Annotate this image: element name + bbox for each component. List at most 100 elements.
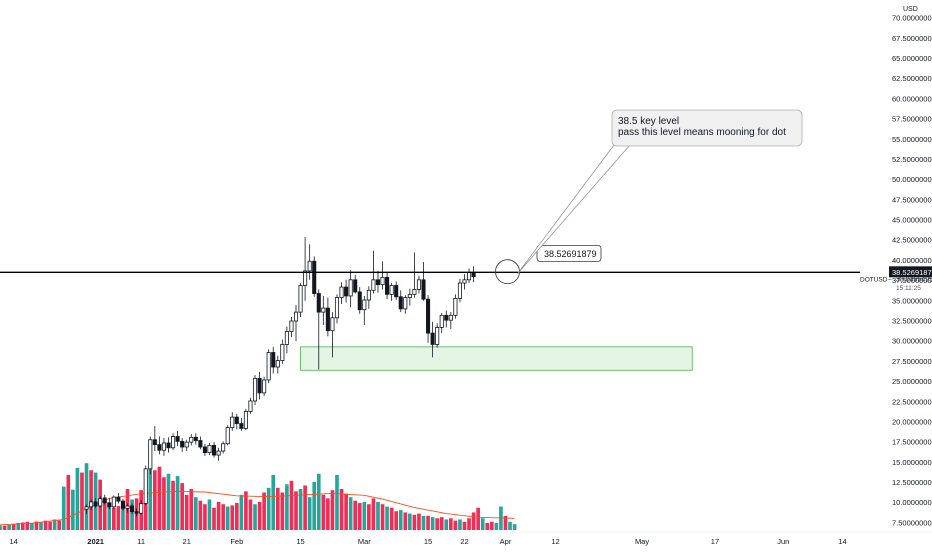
- candle[interactable]: [430, 321, 435, 358]
- candle[interactable]: [453, 294, 458, 319]
- candle[interactable]: [462, 274, 467, 290]
- candle[interactable]: [111, 495, 116, 510]
- candle[interactable]: [198, 436, 203, 450]
- candle[interactable]: [234, 413, 239, 430]
- candle[interactable]: [426, 295, 431, 343]
- candle[interactable]: [239, 417, 244, 431]
- candle[interactable]: [171, 433, 176, 451]
- candle[interactable]: [84, 504, 89, 515]
- candle[interactable]: [289, 316, 294, 338]
- candle[interactable]: [243, 409, 248, 431]
- candle[interactable]: [303, 237, 308, 301]
- candle[interactable]: [412, 252, 417, 298]
- candle[interactable]: [307, 244, 312, 280]
- candle[interactable]: [280, 339, 285, 364]
- candle[interactable]: [416, 275, 421, 294]
- key-level-price-label[interactable]: 38.52691879: [536, 244, 602, 262]
- candle[interactable]: [339, 282, 344, 305]
- candle[interactable]: [262, 376, 267, 397]
- candle[interactable]: [175, 430, 180, 447]
- time-tick-label: 15: [296, 537, 304, 546]
- candle[interactable]: [216, 447, 221, 461]
- candle[interactable]: [230, 412, 235, 431]
- candle[interactable]: [248, 397, 253, 414]
- candle[interactable]: [271, 346, 276, 374]
- candle[interactable]: [435, 323, 440, 348]
- candle[interactable]: [394, 281, 399, 300]
- candle[interactable]: [257, 371, 262, 400]
- volume-bar: [130, 499, 134, 530]
- candle[interactable]: [407, 288, 412, 306]
- candle[interactable]: [193, 433, 198, 445]
- candle[interactable]: [362, 295, 367, 326]
- candle[interactable]: [444, 310, 449, 328]
- candle[interactable]: [330, 312, 335, 358]
- candle[interactable]: [389, 283, 394, 301]
- candle[interactable]: [344, 279, 349, 303]
- candle[interactable]: [357, 287, 362, 314]
- candle[interactable]: [143, 465, 148, 506]
- candle[interactable]: [252, 375, 258, 405]
- candle[interactable]: [448, 312, 453, 330]
- candle[interactable]: [98, 496, 103, 508]
- volume-bar: [2, 525, 7, 530]
- demand-zone[interactable]: [300, 346, 693, 371]
- candle[interactable]: [225, 425, 230, 446]
- candle[interactable]: [266, 349, 271, 384]
- candle[interactable]: [275, 355, 280, 374]
- volume-bar: [285, 484, 289, 530]
- candle[interactable]: [166, 437, 171, 453]
- candle[interactable]: [380, 261, 385, 290]
- volume-bar: [148, 452, 153, 530]
- candle[interactable]: [152, 426, 157, 452]
- currency-label: USD: [903, 6, 918, 13]
- candle[interactable]: [180, 438, 185, 452]
- candle[interactable]: [89, 499, 94, 511]
- candle[interactable]: [348, 270, 353, 308]
- candle[interactable]: [375, 270, 381, 293]
- candle[interactable]: [312, 256, 317, 297]
- candle[interactable]: [221, 441, 226, 454]
- candle[interactable]: [293, 304, 299, 342]
- candle-body: [457, 282, 462, 299]
- candle[interactable]: [116, 493, 121, 504]
- candle[interactable]: [421, 262, 426, 301]
- candle[interactable]: [211, 442, 217, 458]
- volume-bar: [16, 522, 21, 530]
- candle-body: [412, 289, 417, 295]
- candle[interactable]: [157, 436, 162, 455]
- candle[interactable]: [353, 274, 358, 294]
- candle[interactable]: [321, 295, 326, 326]
- candle[interactable]: [125, 503, 130, 513]
- price-tick-label: 57.50000000: [892, 115, 932, 124]
- candle[interactable]: [189, 434, 194, 446]
- candle[interactable]: [120, 498, 125, 511]
- candle[interactable]: [161, 438, 166, 456]
- candle[interactable]: [385, 272, 390, 300]
- candle[interactable]: [139, 500, 144, 515]
- candle[interactable]: [457, 279, 462, 303]
- candle[interactable]: [184, 439, 189, 452]
- volume-bar: [508, 521, 512, 530]
- candle[interactable]: [316, 289, 321, 370]
- candle[interactable]: [298, 283, 303, 317]
- candle[interactable]: [207, 442, 212, 456]
- candle[interactable]: [102, 494, 107, 505]
- candle[interactable]: [366, 286, 371, 309]
- candle[interactable]: [148, 436, 153, 475]
- candle[interactable]: [130, 503, 135, 515]
- candle[interactable]: [134, 508, 139, 517]
- candle[interactable]: [202, 443, 207, 456]
- candle[interactable]: [439, 312, 444, 334]
- candle[interactable]: [284, 326, 289, 354]
- candle[interactable]: [334, 294, 340, 324]
- candle[interactable]: [403, 295, 408, 314]
- candle[interactable]: [93, 497, 98, 509]
- volume-bar: [353, 500, 358, 530]
- candle[interactable]: [398, 290, 403, 313]
- candle[interactable]: [325, 297, 330, 337]
- candle[interactable]: [107, 497, 112, 510]
